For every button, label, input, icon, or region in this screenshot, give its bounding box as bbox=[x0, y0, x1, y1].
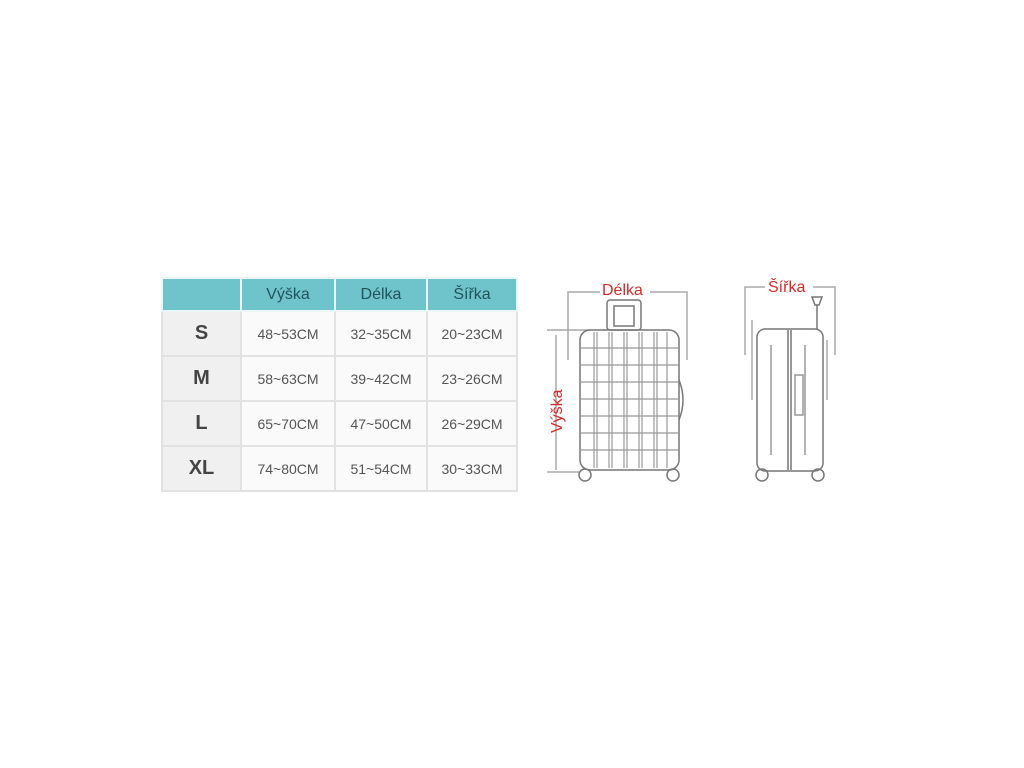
vyska-cell: 74~80CM bbox=[240, 445, 336, 492]
sirka-cell: 23~26CM bbox=[426, 355, 518, 402]
table-row: XL 74~80CM 51~54CM 30~33CM bbox=[161, 445, 518, 492]
size-cell: M bbox=[161, 355, 242, 402]
vyska-cell: 58~63CM bbox=[240, 355, 336, 402]
side-suitcase-illustration bbox=[744, 286, 836, 482]
table-header-row: Výška Délka Šířka bbox=[161, 277, 518, 312]
size-cell: S bbox=[161, 310, 242, 357]
header-vyska: Výška bbox=[240, 277, 336, 312]
size-cell: XL bbox=[161, 445, 242, 492]
table-row: S 48~53CM 32~35CM 20~23CM bbox=[161, 310, 518, 357]
delka-cell: 51~54CM bbox=[334, 445, 428, 492]
table-row: L 65~70CM 47~50CM 26~29CM bbox=[161, 400, 518, 447]
delka-cell: 47~50CM bbox=[334, 400, 428, 447]
width-label: Šířka bbox=[768, 277, 805, 296]
header-sirka: Šířka bbox=[426, 277, 518, 312]
header-empty bbox=[161, 277, 242, 312]
height-label: Výška bbox=[549, 389, 566, 433]
table-row: M 58~63CM 39~42CM 23~26CM bbox=[161, 355, 518, 402]
delka-cell: 32~35CM bbox=[334, 310, 428, 357]
size-table: Výška Délka Šířka S 48~53CM 32~35CM 20~2… bbox=[161, 277, 518, 492]
vyska-cell: 48~53CM bbox=[240, 310, 336, 357]
vyska-cell: 65~70CM bbox=[240, 400, 336, 447]
sirka-cell: 26~29CM bbox=[426, 400, 518, 447]
delka-cell: 39~42CM bbox=[334, 355, 428, 402]
sirka-cell: 30~33CM bbox=[426, 445, 518, 492]
sirka-cell: 20~23CM bbox=[426, 310, 518, 357]
size-cell: L bbox=[161, 400, 242, 447]
front-suitcase-illustration bbox=[547, 291, 688, 482]
header-delka: Délka bbox=[334, 277, 428, 312]
length-label: Délka bbox=[602, 282, 643, 299]
